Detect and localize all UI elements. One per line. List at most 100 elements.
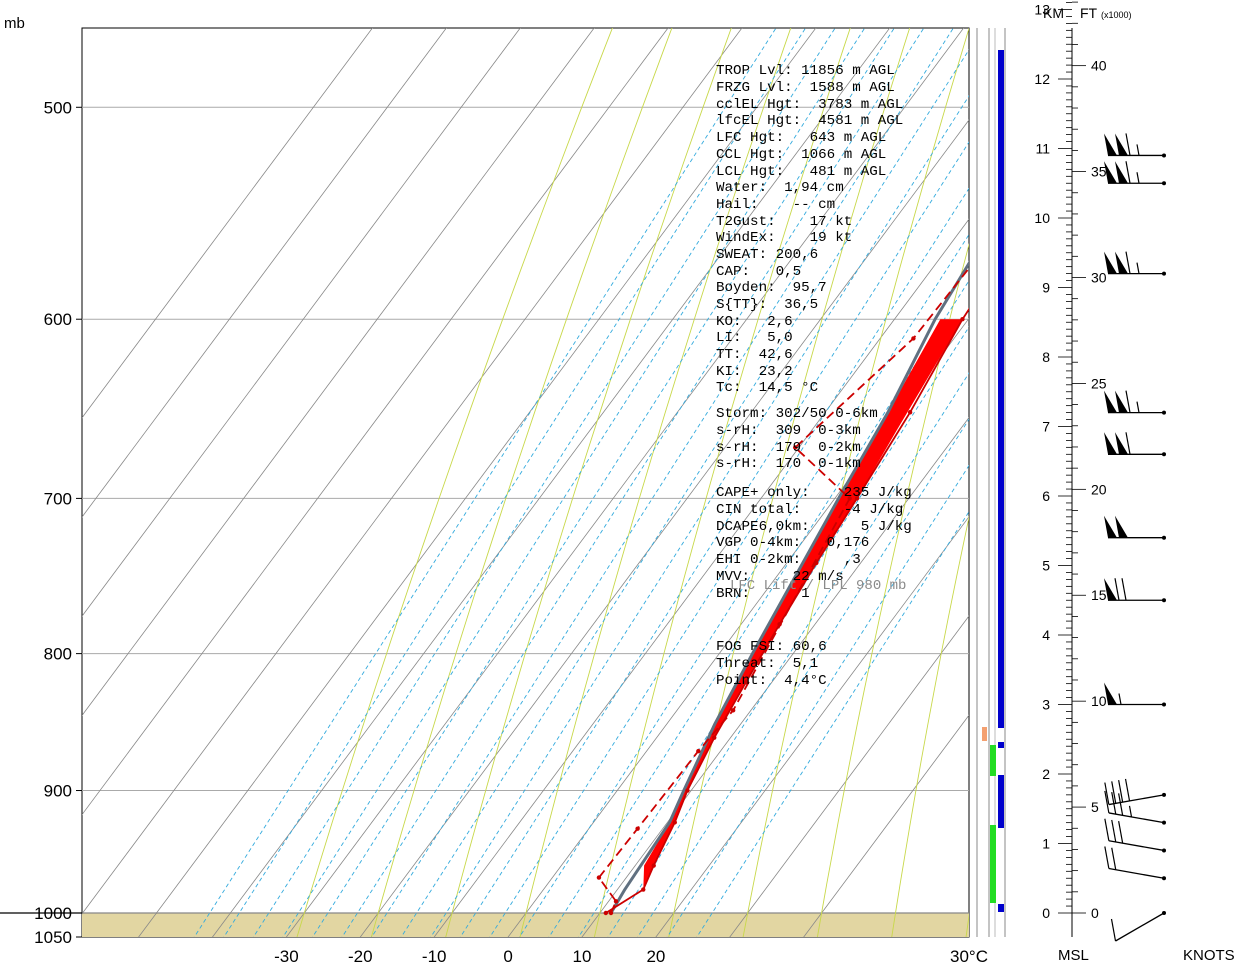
barb-half [1128,805,1133,818]
param-row: S{TT}: 36,5 [716,297,819,314]
barb-full [1111,781,1117,804]
cape-row: VGP 0-4km: 0,176 [716,535,870,552]
barb-station [1162,181,1166,186]
barb-station [1162,876,1166,881]
wind-barb [1104,251,1166,276]
params-block-cape: CAPE+ only: 235 J/kg CIN total: -4 J/kg DC… [716,452,912,602]
mixing-ratio-line [666,464,969,937]
param-row: CCL Hgt: 1066 m AGL [716,146,887,163]
barb-station [1162,820,1166,825]
layer-columns [970,28,1006,937]
temperature-unit-label: 30°C [950,947,988,966]
barb-full [1125,432,1131,455]
km-tick-label: 3 [1042,697,1050,713]
wind-barb [1104,846,1166,881]
dry-adiabat [1112,0,1252,970]
dewpoint-line [597,266,969,914]
param-row: LI: 5,0 [716,330,793,347]
pressure-tick-label: 1000 [34,904,72,923]
param-row: Tc: 14,5 °C [716,380,819,397]
barb-station [1162,792,1166,797]
barb-full [1125,390,1131,413]
pressure-axis: mb15020030040050060070080090010001050 [4,15,82,947]
temperature-tick-label: 10 [573,947,592,966]
temperature-axis: -30 -20 -10 0 10 20 30°C [274,947,988,966]
param-row: WindEx: 19 kt [716,230,853,247]
mixing-ratio-line [252,28,836,937]
barb-pennant [1115,515,1128,538]
pressure-tick-label: 500 [44,98,72,117]
dewpoint-point [608,910,614,916]
barb-pennant [1115,133,1128,156]
column-green-segment [990,825,996,903]
lfc-lift-title: LFC Lift / LPL 980 mb [730,578,907,594]
km-tick-label: 0 [1042,905,1050,921]
km-tick-label: 11 [1035,141,1050,157]
temperature-point [1013,237,1017,241]
param-row: T2Gust: 17 kt [716,213,853,230]
wind-barb [1104,578,1166,603]
parcel-path [609,260,969,914]
km-tick-label: 13 [1034,2,1050,18]
barb-station [1162,153,1166,158]
param-row: SWEAT: 200,6 [716,246,819,263]
dry-adiabat [742,28,969,937]
dry-adiabat [593,28,851,937]
cape-row: CAPE+ only: 235 J/kg [716,485,912,502]
barb-station [1162,535,1166,540]
isotherm-line [359,119,969,937]
wind-barb [1104,161,1166,186]
mixing-ratio-line [607,372,969,937]
column-blue-segment [998,742,1004,748]
barb-pennant [1104,432,1117,455]
column-green-segment [990,745,996,776]
temperature-point [743,680,749,685]
params-block-helicity: Storm: 302/50 0-6km s-rH: 309 0-3km s-rH: … [716,373,878,473]
barb-full [1125,133,1131,156]
dewpoint-point [730,708,736,713]
temperature-point [777,621,782,627]
wind-barb [1104,818,1166,853]
param-row: LCL Hgt: 481 m AGL [716,163,887,180]
km-tick-label: 7 [1042,419,1050,435]
ft-label: FT [1080,5,1098,21]
param-row: lfcEL Hgt: 4581 m AGL [716,113,904,130]
temperature-tick-label: -10 [422,947,447,966]
param-row: Boyden: 95,7 [716,280,827,297]
ft-tick-label: 10 [1091,693,1107,709]
pressure-unit-label: mb [4,15,25,32]
param-row: TT: 42,6 [716,347,793,364]
cape-row: CIN total: -4 J/kg [716,502,904,519]
mixing-ratio-line [430,95,969,937]
column-blue-segment [998,50,1004,728]
barb-pennant [1104,515,1117,538]
dewpoint-point [1074,58,1078,62]
column-blue-segment [998,904,1004,912]
barb-pennant [1104,682,1117,705]
barb-half [1136,262,1140,274]
temperature-point [603,910,609,916]
km-tick-label: 2 [1042,766,1050,782]
km-tick-label: 8 [1042,349,1050,365]
barb-full [1118,793,1124,816]
barb-full [1114,578,1120,601]
temperature-point [907,410,913,415]
temperature-tick-label: -20 [348,947,373,966]
barb-staff [1108,840,1165,852]
fog-row: Point: 4,4°C [716,672,827,689]
fog-row: Threat: 5,1 [716,656,819,673]
barb-pennant [1104,161,1117,184]
barb-full [1118,780,1124,803]
wind-barb [1104,778,1166,806]
dewpoint-point [635,826,640,831]
barb-staff [1115,912,1165,942]
wind-barb [1104,432,1166,457]
dewpoint-point [911,336,916,341]
plot-frame [81,27,970,938]
wind-barb [1104,390,1166,415]
wind-barb [1104,682,1166,707]
